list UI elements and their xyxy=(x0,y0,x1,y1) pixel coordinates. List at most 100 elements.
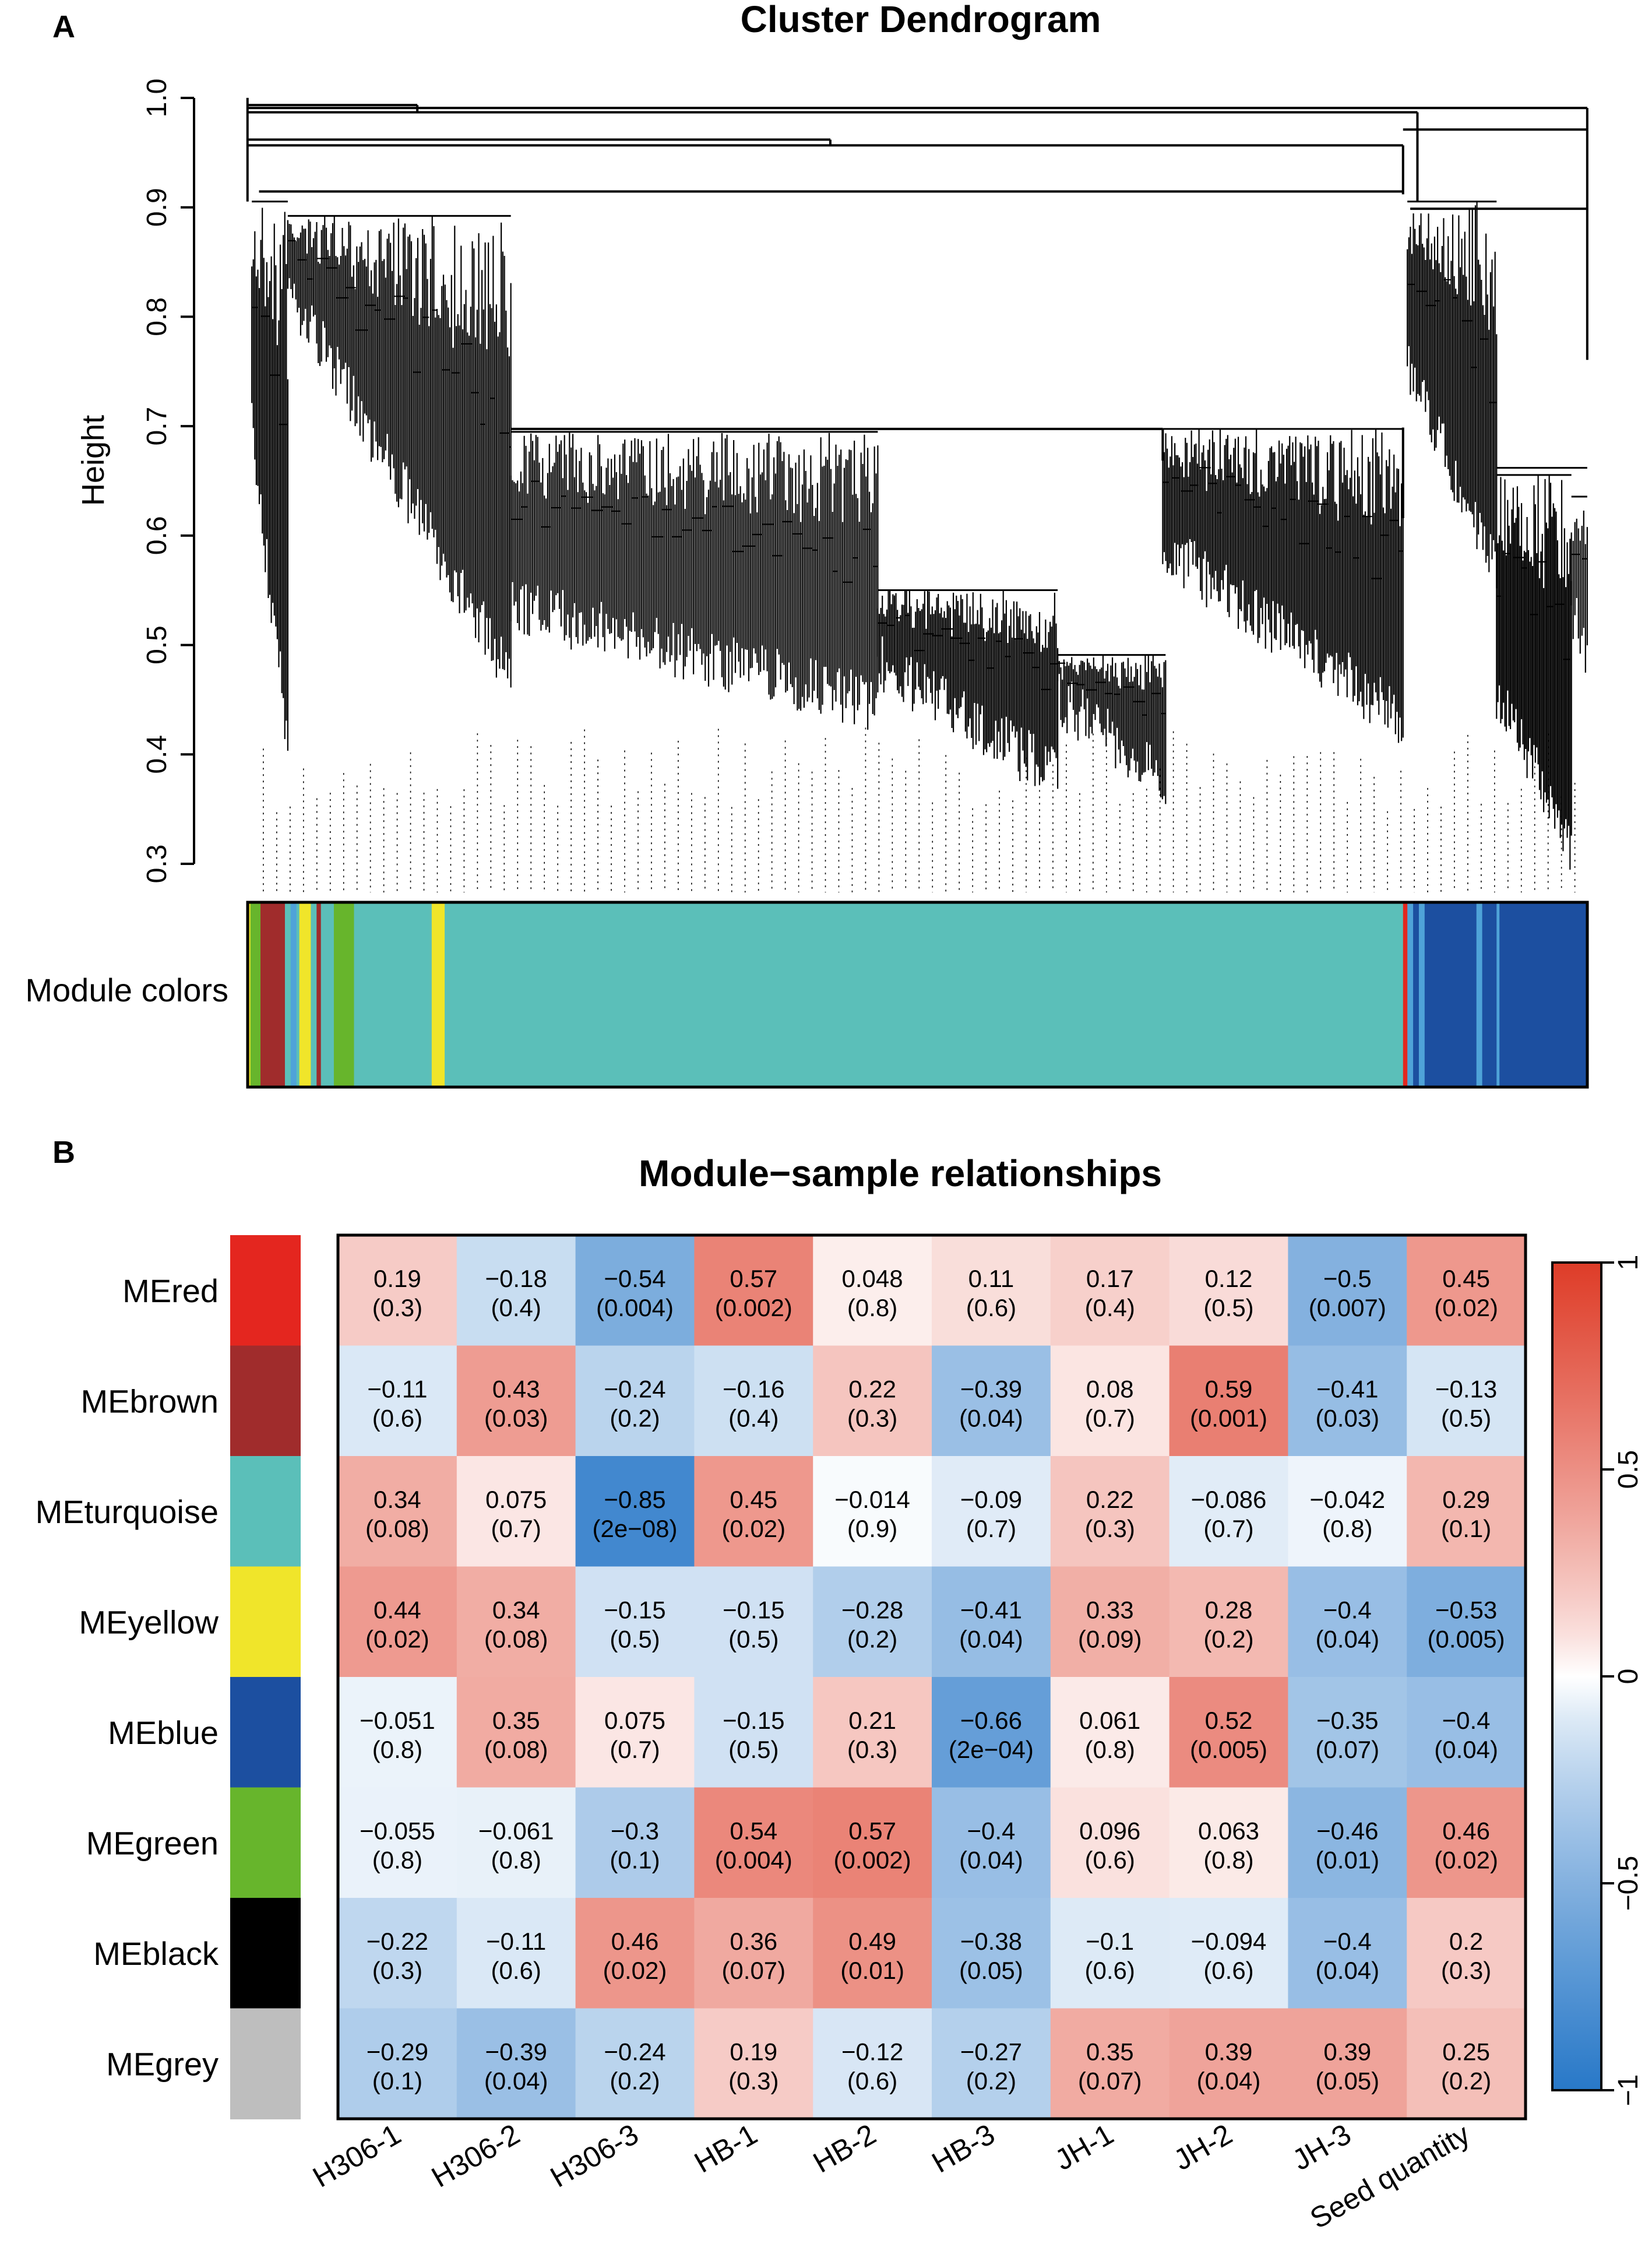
heatmap-cell xyxy=(1407,1235,1526,1346)
cell-pvalue: (0.8) xyxy=(372,1736,422,1763)
cell-pvalue: (2e−08) xyxy=(593,1515,678,1542)
module-color-segment-blue xyxy=(1413,902,1419,1087)
heatmap-cell xyxy=(1407,1566,1526,1678)
cell-correlation: 0.12 xyxy=(1205,1265,1253,1292)
cell-correlation: 0.08 xyxy=(1086,1375,1134,1402)
heatmap-cell xyxy=(694,1566,814,1678)
cell-correlation: −0.15 xyxy=(723,1596,784,1623)
heatmap-cell xyxy=(1169,1677,1289,1788)
cell-pvalue: (0.02) xyxy=(721,1515,786,1542)
heatmap-cell xyxy=(932,1677,1051,1788)
module-color-segment-green xyxy=(333,902,355,1087)
cell-correlation: 0.22 xyxy=(848,1375,896,1402)
cell-pvalue: (0.005) xyxy=(1428,1625,1505,1652)
cell-pvalue: (0.7) xyxy=(1203,1515,1253,1542)
heatmap-cell xyxy=(1288,1677,1408,1788)
module-color-segment-green xyxy=(250,902,261,1087)
cell-pvalue: (0.3) xyxy=(847,1404,897,1432)
heatmap-cell xyxy=(456,2008,576,2119)
heatmap-cell xyxy=(1288,1456,1408,1567)
cell-pvalue: (0.04) xyxy=(1315,1957,1379,1984)
cell-pvalue: (0.8) xyxy=(372,1846,422,1873)
cell-correlation: −0.41 xyxy=(960,1596,1022,1623)
cell-correlation: 0.52 xyxy=(1205,1707,1253,1734)
module-color-swatch-grey xyxy=(230,2008,301,2119)
heatmap-cell xyxy=(813,1235,932,1346)
heatmap-cell xyxy=(1169,1345,1289,1457)
cell-pvalue: (0.07) xyxy=(1315,1736,1379,1763)
cell-correlation: −0.061 xyxy=(478,1817,554,1844)
cell-pvalue: (0.04) xyxy=(1434,1736,1498,1763)
column-label: JH-2 xyxy=(1168,2118,1238,2176)
cell-correlation: 0.46 xyxy=(611,1928,659,1955)
cell-correlation: −0.66 xyxy=(960,1707,1022,1734)
cell-pvalue: (0.5) xyxy=(728,1736,779,1763)
heatmap-cell xyxy=(338,1566,457,1678)
column-label: HB-2 xyxy=(808,2118,882,2179)
heatmap-cell xyxy=(1050,1456,1170,1567)
cell-pvalue: (0.04) xyxy=(1197,2067,1261,2094)
cell-pvalue: (0.6) xyxy=(1085,1957,1135,1984)
cell-pvalue: (0.7) xyxy=(966,1515,1016,1542)
cell-pvalue: (0.5) xyxy=(610,1625,660,1652)
dendrogram xyxy=(246,97,1588,893)
cell-pvalue: (0.08) xyxy=(484,1625,548,1652)
module-color-segment-blue xyxy=(1424,902,1477,1087)
cell-correlation: −0.15 xyxy=(604,1596,665,1623)
cell-pvalue: (0.02) xyxy=(1434,1294,1498,1321)
heatmap-cell xyxy=(575,1566,695,1678)
heatmap-cell xyxy=(694,1787,814,1898)
cell-pvalue: (0.007) xyxy=(1309,1294,1386,1321)
cell-pvalue: (0.6) xyxy=(1085,1846,1135,1873)
cell-correlation: 0.46 xyxy=(1442,1817,1490,1844)
cell-correlation: 0.57 xyxy=(848,1817,896,1844)
heatmap-cell xyxy=(1407,2008,1526,2119)
panel-a-label: A xyxy=(52,9,75,44)
cell-pvalue: (0.004) xyxy=(715,1846,792,1873)
cell-pvalue: (0.08) xyxy=(484,1736,548,1763)
cell-correlation: −0.3 xyxy=(611,1817,659,1844)
column-label: HB-1 xyxy=(689,2118,763,2179)
cell-correlation: 0.19 xyxy=(730,2038,777,2065)
heatmap-cell xyxy=(932,1566,1051,1678)
cell-correlation: −0.042 xyxy=(1309,1486,1385,1513)
cell-correlation: 0.39 xyxy=(1205,2038,1253,2065)
heatmap-cell xyxy=(813,1677,932,1788)
cell-correlation: −0.15 xyxy=(723,1707,784,1734)
cell-correlation: 0.49 xyxy=(848,1928,896,1955)
column-label: JH-1 xyxy=(1049,2118,1119,2176)
row-label: MEyellow xyxy=(79,1604,219,1640)
heatmap-cell xyxy=(813,1345,932,1457)
cell-correlation: 0.11 xyxy=(968,1265,1015,1292)
cell-pvalue: (0.8) xyxy=(1085,1736,1135,1763)
cell-pvalue: (0.7) xyxy=(491,1515,541,1542)
heatmap-cell xyxy=(1288,1898,1408,2009)
module-color-swatch-turquoise xyxy=(230,1456,301,1567)
cell-pvalue: (0.1) xyxy=(610,1846,660,1873)
cell-pvalue: (0.8) xyxy=(847,1294,897,1321)
cell-correlation: 0.048 xyxy=(842,1265,903,1292)
heatmap-cell xyxy=(338,1345,457,1457)
cell-pvalue: (0.2) xyxy=(966,2067,1016,2094)
cell-pvalue: (0.001) xyxy=(1190,1404,1267,1432)
row-label: MEturquoise xyxy=(36,1493,219,1530)
heatmap-cells: 0.19(0.3)−0.18(0.4)−0.54(0.004)0.57(0.00… xyxy=(338,1235,1526,2119)
cell-pvalue: (0.02) xyxy=(365,1625,429,1652)
heatmap-cell xyxy=(456,1677,576,1788)
cell-pvalue: (0.05) xyxy=(959,1957,1023,1984)
cell-correlation: −0.051 xyxy=(360,1707,435,1734)
y-tick-label: 1.0 xyxy=(142,79,172,118)
heatmap-cell xyxy=(813,2008,932,2119)
module-color-segment-blue xyxy=(1499,902,1588,1087)
cell-correlation: 0.45 xyxy=(1442,1265,1490,1292)
heatmap-cell xyxy=(1169,1566,1289,1678)
cell-pvalue: (0.03) xyxy=(1315,1404,1379,1432)
cell-correlation: −0.22 xyxy=(367,1928,428,1955)
heatmap-cell xyxy=(456,1456,576,1567)
column-label: H306-3 xyxy=(545,2118,644,2193)
cell-pvalue: (0.6) xyxy=(372,1404,422,1432)
cell-correlation: −0.086 xyxy=(1191,1486,1267,1513)
cell-correlation: −0.12 xyxy=(841,2038,903,2065)
cell-pvalue: (0.2) xyxy=(847,1625,897,1652)
y-tick-label: 0.8 xyxy=(142,297,172,336)
